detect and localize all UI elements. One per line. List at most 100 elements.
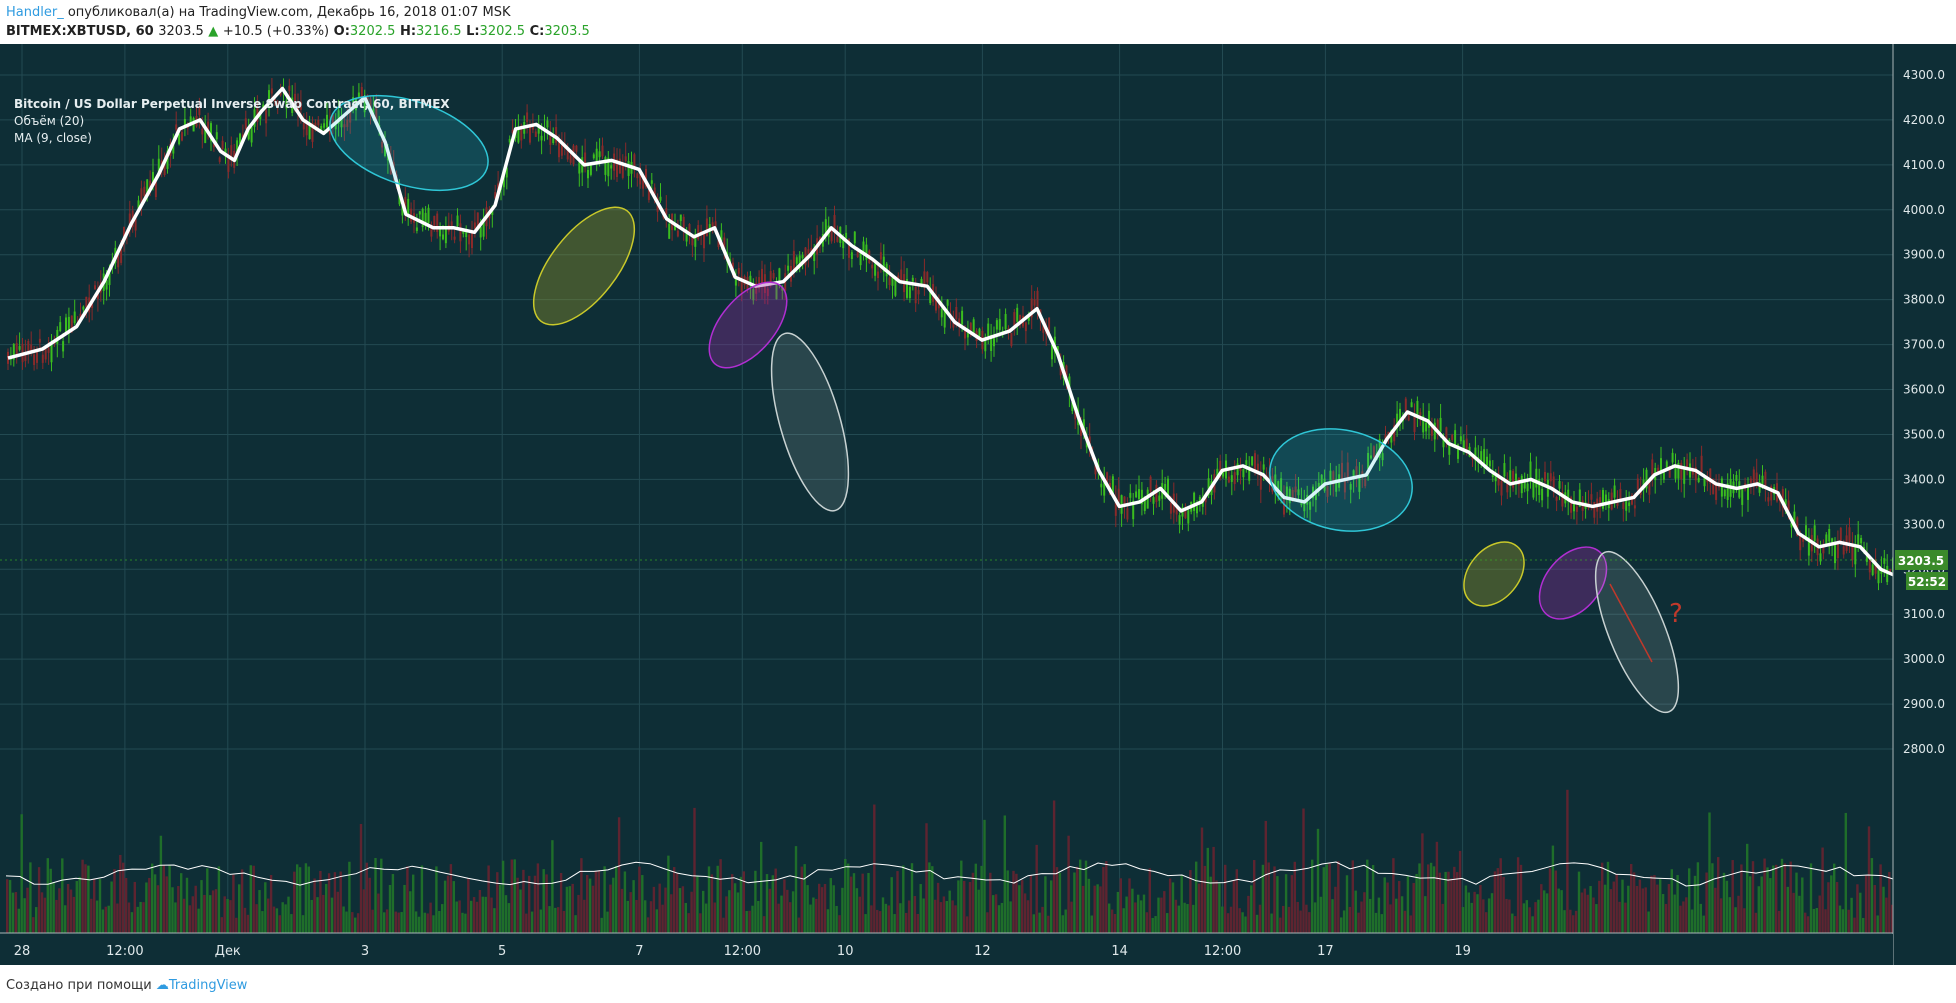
volume-bar — [646, 917, 650, 933]
candle-body — [1628, 502, 1631, 507]
candle-body — [1761, 475, 1764, 484]
volume-bar — [597, 870, 600, 933]
legend-volume[interactable]: Объём (20) — [14, 114, 85, 128]
highlight-ellipse[interactable] — [695, 269, 802, 382]
volume-bar — [72, 896, 76, 933]
volume-bar — [1685, 897, 1688, 933]
candle-body — [1523, 482, 1526, 489]
candle-body — [1193, 492, 1196, 512]
candle-body — [479, 226, 482, 238]
candle-body — [381, 141, 384, 148]
candle-body — [120, 249, 123, 263]
legend-ma[interactable]: MA (9, close) — [14, 131, 92, 145]
volume-bar — [348, 861, 351, 933]
volume-bar — [658, 883, 661, 933]
volume-bar — [1719, 898, 1723, 933]
volume-bar — [1409, 915, 1412, 933]
candle-body — [181, 132, 183, 141]
highlight-ellipse[interactable] — [515, 191, 653, 342]
volume-bar — [246, 914, 250, 933]
candle-body — [584, 152, 587, 166]
volume-bar — [66, 884, 70, 933]
volume-bar — [887, 905, 890, 933]
volume-bar — [794, 846, 798, 933]
volume-bar — [603, 866, 606, 933]
volume-bar — [1287, 906, 1291, 933]
volume-bar — [159, 835, 163, 933]
volume-bar — [548, 906, 551, 933]
time-axis[interactable]: 28 12:00 Дек 3 5 7 12:00 10 12 14 12:00 17 19 — [14, 944, 1471, 959]
author-link[interactable]: Handler_ — [6, 5, 64, 20]
candle-body — [1860, 537, 1863, 544]
volume-bar — [957, 880, 960, 933]
candle-body — [659, 196, 662, 201]
highlight-ellipse[interactable] — [1526, 534, 1620, 632]
highlight-ellipse[interactable] — [318, 78, 500, 209]
drawn-annotations[interactable]: ? — [318, 78, 1695, 723]
volume-bar — [559, 872, 563, 933]
volume-bar — [835, 905, 838, 933]
candle-body — [236, 140, 239, 156]
candle-body — [795, 257, 798, 264]
volume-bar — [1134, 902, 1137, 933]
tradingview-link[interactable]: TradingView — [168, 978, 248, 993]
volume-bar — [1833, 863, 1836, 933]
chart-panel[interactable]: ? 4300.0 4200.0 4100.0 4000.0 3900.0 3800.0 37… — [0, 44, 1956, 965]
volume-bar — [1859, 892, 1862, 933]
volume-bar — [35, 907, 38, 933]
volume-bar — [1206, 847, 1209, 933]
candle-body — [427, 207, 430, 224]
candle-body — [1158, 495, 1161, 501]
highlight-ellipse[interactable] — [1452, 530, 1537, 617]
volume-bar — [110, 881, 113, 933]
volume-bar — [768, 888, 772, 933]
projection-ellipse[interactable] — [1579, 542, 1695, 722]
created-with-label: Создано при помощи — [6, 978, 152, 993]
highlight-ellipse[interactable] — [756, 325, 864, 518]
volume-bar — [861, 873, 864, 933]
volume-bar — [104, 906, 107, 933]
candle-body — [589, 164, 592, 175]
volume-bar — [968, 882, 972, 933]
volume-bar — [1122, 908, 1125, 933]
candle-body — [1839, 527, 1842, 541]
candle-body — [555, 127, 558, 143]
volume-bar — [1076, 866, 1079, 933]
volume-bar — [1717, 857, 1720, 933]
candle-body — [1604, 494, 1607, 505]
candle-body — [520, 125, 523, 141]
candle-body — [984, 340, 987, 352]
volume-bar — [1873, 885, 1876, 933]
volume-bar — [722, 917, 725, 933]
candle-body — [1651, 459, 1654, 478]
candle-body — [1506, 479, 1509, 493]
volume-bar — [1690, 909, 1694, 933]
volume-bar — [1351, 860, 1354, 933]
price-tick-label: 4300.0 — [1903, 68, 1945, 82]
volume-bar — [412, 874, 415, 933]
volume-bar — [1389, 904, 1392, 933]
volume-bar — [269, 875, 273, 933]
candle-body — [627, 160, 630, 176]
candle-body — [250, 126, 253, 143]
candle-body — [465, 232, 468, 238]
price-chart[interactable]: ? 4300.04200.04100.04000.03900.03800.037… — [0, 44, 1956, 965]
volume-bar — [693, 807, 696, 933]
volume-bar — [1615, 874, 1618, 933]
highlight-ellipse[interactable] — [1260, 416, 1422, 544]
volume-bar — [1809, 863, 1813, 933]
volume-bar — [255, 904, 258, 933]
projection-line[interactable] — [1609, 583, 1653, 663]
volume-bar — [1531, 916, 1534, 933]
volume-bar — [8, 880, 12, 933]
volume-bar — [1522, 903, 1526, 933]
candle-body — [958, 318, 961, 327]
candle-body — [1343, 480, 1346, 493]
candle-body — [1126, 508, 1129, 520]
volume-bar — [1345, 875, 1349, 933]
candle-body — [1749, 478, 1752, 484]
price-tick-label: 2800.0 — [1903, 742, 1945, 756]
candle-body — [1103, 479, 1106, 496]
volume-bar — [423, 912, 426, 933]
candle-body — [1024, 322, 1027, 332]
